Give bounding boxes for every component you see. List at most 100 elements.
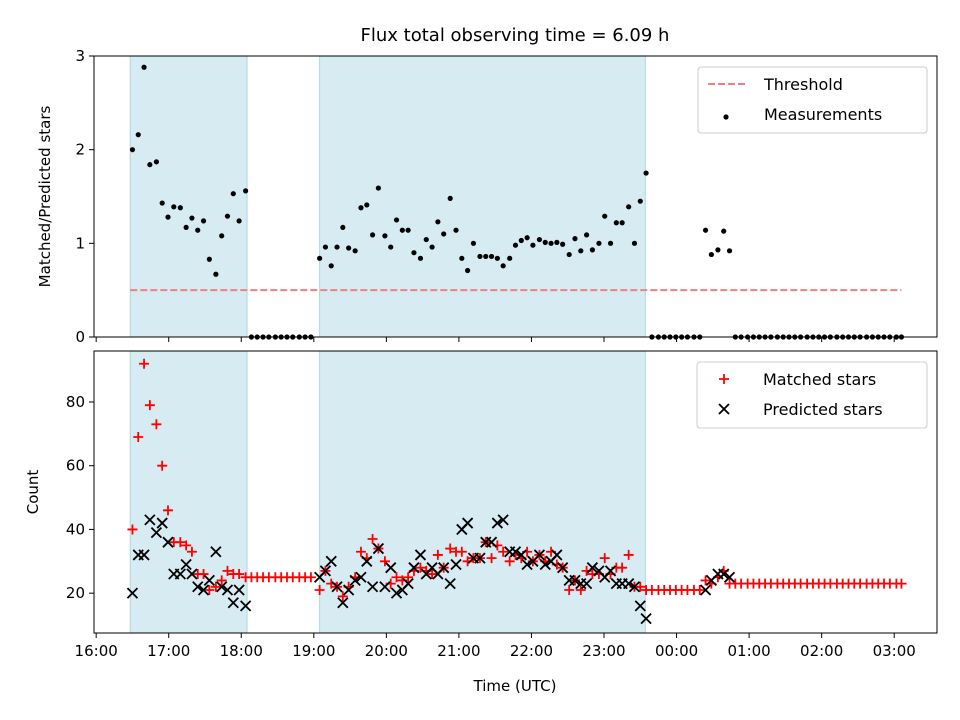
measurement-point [195,227,201,233]
measurement-point [340,224,346,231]
matched-point [700,575,711,586]
legend-handle-measurements [723,114,729,120]
predicted-point [180,558,192,571]
measurement-point [352,248,358,254]
x-axis-label: Time (UTC) [473,677,557,695]
measurement-point [153,159,159,165]
matched-point [379,556,390,567]
predicted-point [509,546,522,558]
x-tick-label: 23:00 [582,642,625,660]
predicted-point [366,581,379,593]
measurement-point [388,244,394,250]
measurement-point [435,219,441,225]
predicted-point [586,562,599,574]
predicted-point [319,565,332,577]
x-tick-label: 18:00 [220,642,263,660]
measurement-point [708,251,714,258]
measurement-point [488,253,495,260]
y-axis-label: Count [24,470,42,515]
measurement-point [536,236,543,243]
x-tick-label: 20:00 [365,642,408,660]
shaded-interval [129,350,248,634]
matched-point [210,581,221,592]
x-tick-label: 02:00 [800,642,843,660]
matched-point [175,537,186,548]
predicted-point [126,587,139,599]
predicted-point [138,549,150,561]
measurement-point [631,240,638,246]
measurement-point [619,220,625,226]
measurement-point [429,244,435,250]
predicted-point [450,558,462,571]
matched-point [456,546,467,557]
predicted-point [361,555,373,567]
measurement-point [375,185,381,191]
predicted-point [580,577,593,590]
matched-point [599,553,610,564]
predicted-point [718,568,730,580]
predicted-point [221,584,234,596]
matched-point [337,591,348,602]
predicted-point [192,581,204,593]
predicted-point [521,558,533,571]
measurement-point [554,239,560,245]
predicted-point [402,577,414,590]
matched-point [186,546,197,557]
measurement-point [364,202,370,208]
measurement-point [572,236,578,242]
measurement-point [224,213,231,219]
measurement-point [441,231,447,237]
count-panel: 20 40 60 80 16:00 17:00 18:00 19:00 20:00 21:00 22… [24,350,938,660]
predicted-point [485,536,498,548]
measurement-point [423,236,429,243]
measurement-point [411,250,417,256]
y-tick-label: 0 [75,328,85,346]
predicted-point [444,577,456,590]
predicted-point [438,562,450,574]
measurement-point [518,237,524,244]
matched-point [216,575,227,586]
matched-point [498,546,509,557]
matched-point [234,569,245,580]
matched-point [623,549,634,560]
legend-label: Predicted stars [763,400,883,419]
matched-point [403,572,414,583]
measurement-point [589,247,596,253]
predicted-point [515,549,527,561]
predicted-point [414,549,427,561]
legend-label: Matched stars [763,370,876,389]
predicted-point [233,584,245,596]
matched-point [305,572,316,583]
measurement-point [189,215,195,221]
matched-point [564,584,575,595]
x-tick-label: 16:00 [75,642,118,660]
measurement-point [602,213,608,219]
y-tick-label: 80 [66,393,85,411]
measurement-point [465,267,471,274]
matched-point [635,581,646,592]
predicted-point [343,584,355,596]
predicted-point [723,571,736,583]
axes-frame [93,350,938,634]
matched-point [204,584,215,595]
predicted-point [461,517,474,529]
measurement-point [159,200,165,206]
measurement-point [382,233,388,239]
matched-point [694,584,705,595]
predicted-point [337,597,349,609]
y-tick-label: 2 [75,141,85,159]
measurement-point [507,255,513,261]
measurement-point [177,205,183,211]
measurement-point [129,147,136,153]
measurement-point [613,220,619,226]
x-tick-label: 01:00 [727,642,770,660]
measurement-point [453,227,459,233]
measurement-point [206,256,212,262]
predicted-point [551,549,563,561]
predicted-point [497,514,509,526]
legend-label: Threshold [763,75,843,94]
y-tick-label: 1 [75,234,85,252]
measurement-point [721,228,727,234]
predicted-point [539,558,551,571]
